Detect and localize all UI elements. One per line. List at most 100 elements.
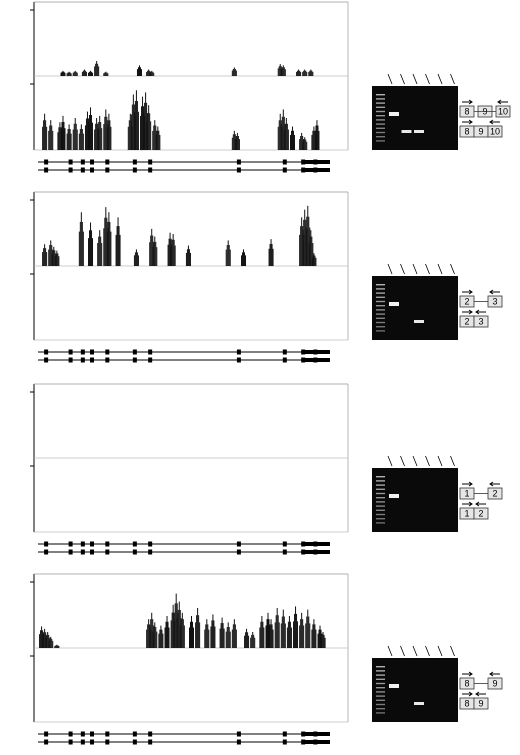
megakaryocyte-peak	[73, 71, 75, 76]
megakaryocyte-peak	[110, 231, 112, 266]
platelet-peak	[287, 129, 289, 150]
lane-tick	[437, 73, 443, 85]
megakaryocyte-peak	[293, 621, 295, 648]
gel-band	[414, 702, 424, 705]
ladder-band	[376, 666, 385, 668]
platelet-peak	[95, 123, 97, 150]
reverse-primer-arrow	[475, 309, 486, 315]
megakaryocyte-peak	[90, 222, 92, 266]
platelet-peak	[44, 113, 46, 150]
exon-block	[44, 731, 49, 737]
platelet-peak	[78, 133, 80, 150]
megakaryocyte-peak	[281, 616, 283, 648]
megakaryocyte-peak	[266, 619, 268, 648]
megakaryocyte-peak	[161, 629, 163, 648]
ladder-band	[376, 492, 385, 495]
coverage-track-svg: 2 32 3	[30, 191, 503, 363]
megakaryocyte-peak	[149, 625, 151, 648]
megakaryocyte-peak	[106, 72, 108, 76]
lane-tick	[387, 455, 393, 467]
platelet-peak	[318, 130, 320, 150]
ladder-band	[376, 712, 385, 714]
megakaryocyte-peak	[312, 243, 314, 266]
megakaryocyte-peak	[270, 239, 272, 266]
megakaryocyte-peak	[304, 209, 306, 266]
exon-block	[132, 739, 137, 745]
gel-image	[372, 468, 458, 532]
megakaryocyte-peak	[97, 243, 99, 266]
megakaryocyte-peak	[262, 621, 264, 648]
platelet-peak	[67, 129, 69, 150]
gel-band	[414, 130, 424, 133]
megakaryocyte-peak	[88, 238, 90, 266]
megakaryocyte-peak	[210, 626, 212, 648]
megakaryocyte-peak	[196, 615, 198, 648]
megakaryocyte-peak	[42, 252, 44, 266]
megakaryocyte-peak	[282, 65, 284, 76]
platelet-peak	[49, 125, 51, 150]
ladder-band	[376, 326, 385, 328]
platelet-peak	[140, 115, 142, 150]
megakaryocyte-peak	[263, 627, 265, 648]
megakaryocyte-peak	[299, 70, 301, 76]
platelet-peak	[75, 123, 77, 150]
exon-block	[68, 541, 73, 547]
megakaryocyte-peak	[154, 622, 156, 648]
megakaryocyte-peak	[280, 69, 282, 76]
platelet-peak	[64, 128, 66, 150]
gel-image	[372, 86, 458, 150]
ladder-band	[376, 321, 385, 324]
platelet-peak	[82, 133, 84, 150]
megakaryocyte-peak	[311, 70, 313, 76]
megakaryocyte-peak	[116, 226, 118, 266]
platelet-peak	[81, 129, 83, 150]
ladder-band	[376, 509, 385, 511]
platelet-peak	[306, 141, 308, 150]
platelet-peak	[314, 130, 316, 150]
megakaryocyte-peak	[294, 613, 296, 648]
megakaryocyte-peak	[173, 613, 175, 648]
megakaryocyte-peak	[234, 624, 236, 648]
platelet-peak	[132, 94, 134, 150]
megakaryocyte-peak	[226, 245, 228, 266]
exon-block	[304, 358, 330, 362]
forward-primer-arrow	[462, 481, 473, 487]
megakaryocyte-peak	[275, 615, 277, 648]
exon-block	[236, 541, 241, 547]
exon-number: 10	[490, 127, 500, 137]
megakaryocyte-peak	[189, 627, 190, 648]
platelet-peak	[80, 124, 82, 150]
platelet-peak	[153, 125, 155, 150]
megakaryocyte-peak	[267, 612, 269, 648]
megakaryocyte-peak	[299, 234, 301, 266]
ladder-band	[376, 708, 385, 710]
megakaryocyte-peak	[247, 632, 249, 648]
platelet-peak	[60, 128, 62, 150]
megakaryocyte-peak	[153, 627, 155, 648]
megakaryocyte-peak	[148, 619, 150, 648]
megakaryocyte-peak	[136, 69, 138, 76]
ladder-band	[376, 140, 385, 142]
megakaryocyte-peak	[147, 624, 149, 648]
megakaryocyte-peak	[269, 624, 271, 648]
ladder-band	[376, 300, 385, 303]
megakaryocyte-peak	[152, 247, 154, 266]
lane-tick	[450, 263, 455, 275]
megakaryocyte-peak	[43, 248, 45, 266]
exon-block	[282, 357, 287, 363]
megakaryocyte-peak	[168, 238, 170, 266]
megakaryocyte-peak	[284, 623, 286, 648]
ladder-band	[376, 313, 385, 315]
lane-tick	[412, 263, 418, 275]
ladder-band	[376, 284, 385, 286]
megakaryocyte-peak	[103, 73, 105, 76]
megakaryocyte-peak	[313, 253, 315, 266]
platelet-peak	[311, 134, 313, 150]
ladder-band	[376, 288, 385, 290]
megakaryocyte-peak	[206, 619, 208, 648]
platelet-peak	[301, 132, 303, 150]
megakaryocyte-peak	[193, 627, 194, 648]
megakaryocyte-peak	[76, 72, 78, 76]
megakaryocyte-peak	[156, 631, 158, 648]
exon-block	[90, 739, 95, 745]
